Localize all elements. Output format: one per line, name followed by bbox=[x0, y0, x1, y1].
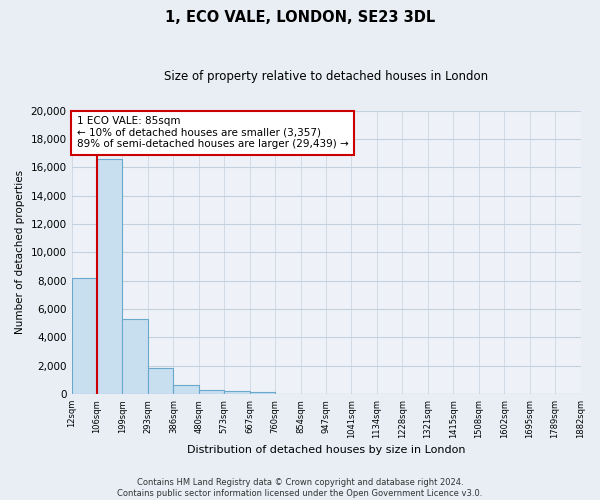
Bar bbox=[199, 390, 224, 394]
Bar bbox=[250, 392, 275, 394]
Y-axis label: Number of detached properties: Number of detached properties bbox=[15, 170, 25, 334]
Bar bbox=[173, 385, 199, 394]
Bar bbox=[148, 368, 173, 394]
Text: Contains HM Land Registry data © Crown copyright and database right 2024.
Contai: Contains HM Land Registry data © Crown c… bbox=[118, 478, 482, 498]
Bar bbox=[71, 278, 97, 394]
Text: 1 ECO VALE: 85sqm
← 10% of detached houses are smaller (3,357)
89% of semi-detac: 1 ECO VALE: 85sqm ← 10% of detached hous… bbox=[77, 116, 349, 150]
X-axis label: Distribution of detached houses by size in London: Distribution of detached houses by size … bbox=[187, 445, 465, 455]
Text: 1, ECO VALE, LONDON, SE23 3DL: 1, ECO VALE, LONDON, SE23 3DL bbox=[165, 10, 435, 25]
Bar bbox=[97, 159, 122, 394]
Bar bbox=[224, 391, 250, 394]
Title: Size of property relative to detached houses in London: Size of property relative to detached ho… bbox=[164, 70, 488, 83]
Bar bbox=[122, 319, 148, 394]
